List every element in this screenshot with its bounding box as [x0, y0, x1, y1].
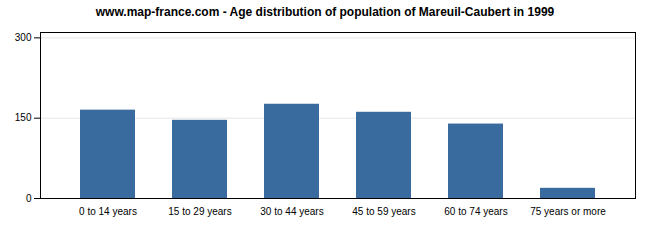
svg-text:0: 0 — [26, 193, 32, 204]
svg-text:45 to 59 years: 45 to 59 years — [352, 206, 415, 217]
svg-text:75 years or more: 75 years or more — [530, 206, 606, 217]
html-text:www.map-france.com - Age distr: www.map-france.com - Age distribution of… — [95, 5, 555, 19]
svg-text:30 to 44 years: 30 to 44 years — [260, 206, 323, 217]
svg-text:0 to 14 years: 0 to 14 years — [79, 206, 137, 217]
svg-text:150: 150 — [15, 112, 32, 123]
svg-text:300: 300 — [15, 32, 32, 43]
svg-text:15 to 29 years: 15 to 29 years — [168, 206, 231, 217]
svg-text:60 to 74 years: 60 to 74 years — [444, 206, 507, 217]
